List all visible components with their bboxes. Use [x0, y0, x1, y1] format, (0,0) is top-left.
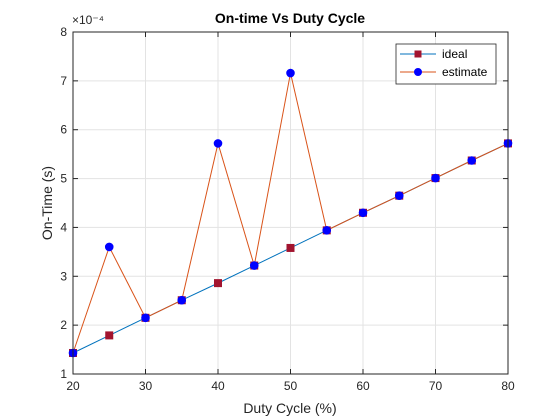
ticks: 20 30 40 50 60 70 80 1 2 3 4 5 6 7 8 — [60, 25, 515, 393]
chart-title: On-time Vs Duty Cycle — [215, 10, 365, 26]
legend-marker-ideal — [414, 50, 422, 58]
data-point-estimate — [213, 139, 223, 148]
y-tick-label: 5 — [60, 172, 67, 186]
data-point-estimate — [286, 68, 295, 78]
legend-marker-estimate — [414, 68, 422, 76]
data-point-estimate — [431, 173, 440, 183]
legend-label-estimate: estimate — [442, 65, 488, 79]
y-tick-label: 6 — [60, 123, 67, 137]
data-point-ideal — [286, 243, 295, 252]
x-axis-title: Duty Cycle (%) — [243, 400, 336, 416]
data-point-ideal — [214, 279, 222, 288]
data-point-estimate — [141, 313, 150, 323]
y-axis-title: On-Time (s) — [39, 166, 55, 240]
data-point-estimate — [104, 242, 114, 252]
y-tick-label: 1 — [60, 367, 67, 381]
x-tick-label: 70 — [429, 379, 443, 393]
y-tick-label: 2 — [60, 318, 67, 332]
y-tick-label: 8 — [60, 25, 67, 39]
data-point-estimate — [249, 261, 259, 270]
x-tick-label: 30 — [139, 379, 153, 393]
legend-label-ideal: ideal — [442, 47, 467, 61]
legend: ideal estimate — [395, 43, 497, 85]
data-point-estimate — [358, 208, 368, 218]
data-point-estimate — [177, 295, 187, 305]
data-point-ideal — [105, 331, 114, 340]
y-tick-label: 4 — [60, 220, 67, 234]
y-exponent-label: ×10⁻⁴ — [72, 13, 104, 27]
x-tick-label: 80 — [501, 379, 515, 393]
x-tick-label: 40 — [211, 379, 225, 393]
data-point-estimate — [394, 191, 404, 200]
x-tick-label: 60 — [356, 379, 370, 393]
data-point-estimate — [467, 156, 477, 165]
data-point-estimate — [322, 226, 332, 235]
x-tick-label: 20 — [66, 379, 80, 393]
x-tick-label: 50 — [284, 379, 298, 393]
y-tick-label: 7 — [60, 74, 67, 88]
y-tick-label: 3 — [60, 269, 67, 283]
legend-box — [395, 43, 497, 85]
